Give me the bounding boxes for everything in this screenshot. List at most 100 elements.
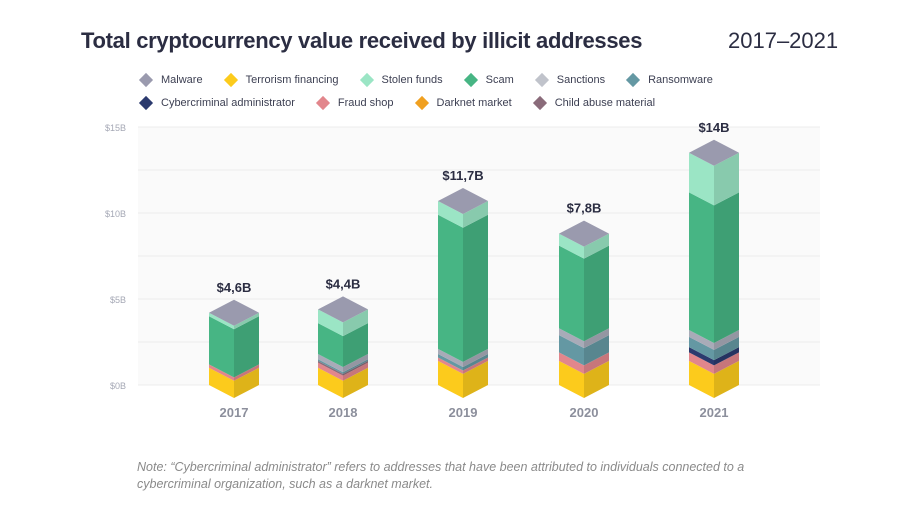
bar-top-face [318, 296, 368, 323]
bar-segment [689, 152, 714, 206]
y-tick-label: $5B [110, 295, 126, 305]
bar-segment [584, 245, 609, 342]
bar-segment [584, 233, 609, 259]
bar-segment [438, 200, 463, 228]
bar-segment [559, 233, 584, 259]
y-tick-label: $0B [110, 381, 126, 391]
total-labels: $4,6B $4,4B $11,7B $7,8B $14B [217, 120, 730, 295]
legend-item-darknet-market: Darknet market [414, 95, 512, 110]
y-tick-label: $10B [105, 209, 126, 219]
bar-top-face [438, 187, 488, 214]
bar-segment [714, 347, 739, 366]
bar-segment [343, 354, 368, 373]
bar-segment [463, 348, 488, 368]
legend-label: Darknet market [436, 96, 512, 109]
bar-2019 [438, 187, 488, 398]
total-label: $4,6B [217, 280, 252, 295]
x-tick-label: 2018 [329, 405, 358, 420]
bar-segment [463, 354, 488, 371]
legend-label: Sanctions [556, 73, 606, 86]
legend-item-cybercriminal-administrator: Cybercriminal administrator [138, 95, 295, 110]
bar-segment [714, 329, 739, 350]
bar-segment [343, 362, 368, 381]
bar-segment [559, 245, 584, 342]
bar-segment [318, 362, 343, 381]
bar-segment [209, 367, 234, 398]
bar-segment [318, 367, 343, 398]
bar-segment [689, 360, 714, 398]
bar-segment [438, 214, 463, 362]
bar-segment [343, 367, 368, 398]
bar-segment [559, 360, 584, 398]
bar-segment [438, 360, 463, 398]
bar-top-face [559, 220, 609, 247]
legend-label: Cybercriminal administrator [161, 96, 295, 109]
legend-row-2: Cybercriminal administrator Fraud shop D… [138, 91, 758, 114]
bar-segment [714, 336, 739, 361]
bar-segment [318, 309, 343, 337]
bar-segment [234, 364, 259, 381]
bar-segment [343, 360, 368, 376]
x-tick-label: 2017 [220, 405, 249, 420]
bar-segment [714, 360, 739, 398]
bar-2018 [318, 296, 368, 398]
legend-row-1: Malware Terrorism financing Stolen funds… [138, 68, 758, 91]
total-label: $4,4B [326, 276, 361, 291]
bar-segment [689, 329, 714, 350]
legend-label: Scam [485, 73, 514, 86]
bar-2021 [689, 139, 739, 398]
bar-segment [438, 348, 463, 368]
bar-segment [463, 357, 488, 374]
bar-segment [689, 347, 714, 366]
bar-segment [689, 352, 714, 374]
bar-segment [689, 192, 714, 343]
bar-segment [209, 364, 234, 381]
legend-label: Ransomware [648, 73, 713, 86]
bars [209, 139, 739, 398]
x-tick-label: 2019 [449, 405, 478, 420]
bar-segment [714, 192, 739, 343]
bar-segment [559, 328, 584, 349]
bar-segment [559, 352, 584, 374]
bar-2017 [209, 299, 259, 398]
legend-item-stolen-funds: Stolen funds [359, 72, 443, 87]
bar-segment [343, 309, 368, 337]
legend-label: Child abuse material [554, 96, 656, 109]
bar-segment [318, 354, 343, 373]
bar-top-face [689, 139, 739, 166]
bar-segment [234, 312, 259, 330]
chart-title: Total cryptocurrency value received by i… [81, 28, 643, 53]
bar-segment [584, 328, 609, 349]
chart-subtitle: 2017–2021 [728, 28, 839, 53]
y-axis-ticks: $0B $5B $10B $15B [105, 123, 126, 391]
y-tick-label: $15B [105, 123, 126, 133]
bar-2020 [559, 220, 609, 398]
bar-segment [438, 354, 463, 371]
bar-segment [343, 359, 368, 374]
total-label: $11,7B [442, 168, 483, 183]
bar-segment [463, 214, 488, 362]
legend-label: Stolen funds [381, 73, 443, 86]
legend-label: Fraud shop [337, 96, 394, 109]
bar-segment [438, 357, 463, 374]
bar-segment [584, 352, 609, 374]
bar-segment [584, 360, 609, 398]
total-label: $14B [698, 120, 729, 135]
bar-segment [463, 200, 488, 228]
legend-item-scam: Scam [463, 72, 514, 87]
bar-top-face [209, 299, 259, 326]
legend: Malware Terrorism financing Stolen funds… [138, 68, 758, 114]
bar-segment [689, 336, 714, 361]
bar-segment [318, 323, 343, 368]
bar-segment [463, 360, 488, 398]
x-tick-label: 2020 [570, 405, 599, 420]
legend-label: Terrorism financing [245, 73, 339, 86]
bar-segment [343, 323, 368, 368]
x-axis-ticks: 2017 2018 2019 2020 2021 [220, 405, 729, 420]
bar-segment [318, 360, 343, 376]
bar-segment [714, 352, 739, 374]
bar-segment [559, 335, 584, 366]
legend-item-ransomware: Ransomware [625, 72, 713, 87]
legend-item-fraud-shop: Fraud shop [315, 95, 394, 110]
